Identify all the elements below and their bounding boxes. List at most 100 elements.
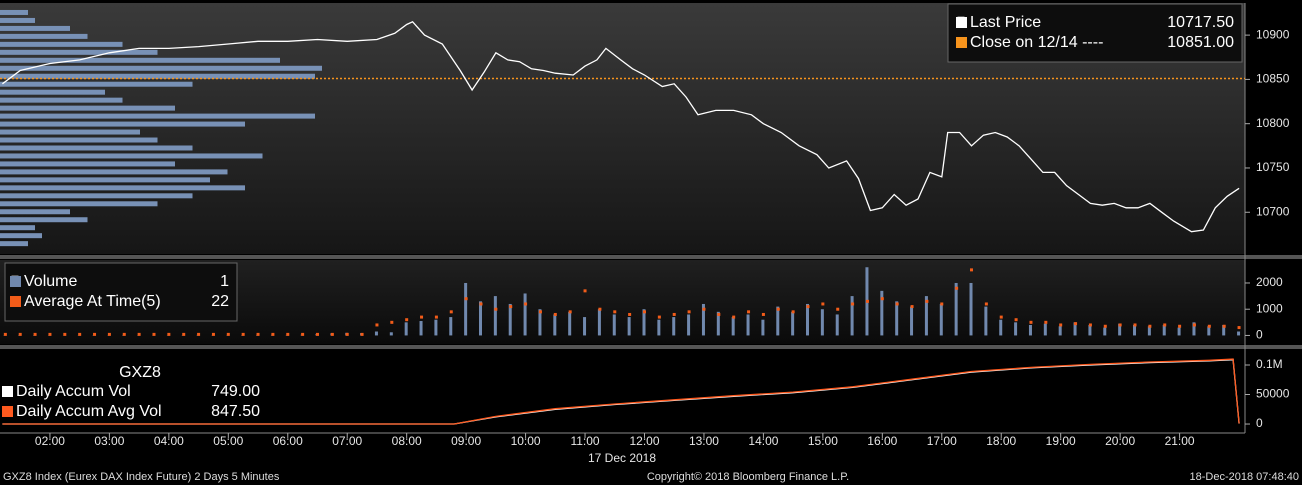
- volume-bar: [568, 311, 572, 336]
- average-dot: [613, 310, 617, 314]
- average-dot: [1044, 320, 1048, 324]
- x-tick-label: 09:00: [451, 434, 481, 448]
- average-dot: [1118, 323, 1122, 327]
- volume-bar: [835, 314, 839, 336]
- volume-bar: [1133, 324, 1137, 336]
- x-tick-label: 10:00: [511, 434, 541, 448]
- average-dot: [18, 332, 22, 336]
- legend-swatch: [2, 406, 13, 417]
- legend-label: Daily Accum Avg Vol: [16, 403, 162, 420]
- average-dot: [479, 302, 483, 306]
- x-tick-label: 13:00: [689, 434, 719, 448]
- average-dot: [375, 323, 379, 327]
- footer-right: 18-Dec-2018 07:48:40: [1190, 471, 1299, 483]
- volume-bar: [672, 317, 676, 336]
- volume-bar: [880, 290, 884, 336]
- average-dot: [642, 310, 646, 314]
- volume-bar: [1028, 324, 1032, 336]
- volume-bar: [464, 282, 468, 336]
- average-dot: [405, 318, 409, 322]
- legend-swatch: [10, 296, 21, 307]
- average-dot: [821, 302, 825, 306]
- average-dot: [78, 332, 82, 336]
- average-dot: [880, 297, 884, 301]
- average-dot: [1088, 323, 1092, 327]
- average-dot: [776, 307, 780, 311]
- average-dot: [271, 332, 275, 336]
- volume-bar: [493, 296, 497, 336]
- volume-legend-box: [4, 262, 238, 322]
- average-dot: [197, 332, 201, 336]
- average-dot: [211, 332, 215, 336]
- average-dot: [791, 310, 795, 314]
- average-dot: [1192, 323, 1196, 327]
- average-dot: [286, 332, 290, 336]
- x-tick-label: 08:00: [392, 434, 422, 448]
- x-tick-label: 18:00: [986, 434, 1016, 448]
- average-dot: [1148, 324, 1152, 328]
- volume-bar: [924, 296, 928, 336]
- profile-bar: [0, 201, 158, 207]
- profile-bar: [0, 177, 210, 183]
- average-dot: [315, 332, 319, 336]
- average-dot: [687, 310, 691, 314]
- volume-bar: [1073, 322, 1077, 336]
- legend-value: 10851.00: [1167, 34, 1234, 51]
- x-tick-label: 21:00: [1165, 434, 1195, 448]
- average-dot: [628, 312, 632, 316]
- average-dot: [524, 302, 528, 306]
- average-dot: [851, 302, 855, 306]
- profile-bar: [0, 41, 123, 47]
- volume-bar: [642, 309, 646, 336]
- volume-bar: [627, 317, 631, 336]
- profile-bar: [0, 145, 193, 151]
- volume-bar: [1014, 322, 1018, 336]
- date-label: 17 Dec 2018: [588, 451, 656, 465]
- volume-bar: [1043, 323, 1047, 336]
- profile-bar: [0, 33, 88, 39]
- y-tick-label: 50000: [1256, 387, 1290, 401]
- average-dot: [955, 286, 959, 290]
- volume-bar: [701, 303, 705, 336]
- profile-bar: [0, 241, 28, 247]
- average-dot: [865, 299, 869, 303]
- average-dot: [925, 299, 929, 303]
- volume-bar: [895, 301, 899, 336]
- average-dot: [345, 332, 349, 336]
- volume-bar: [404, 322, 408, 336]
- x-tick-label: 05:00: [213, 434, 243, 448]
- average-dot: [1029, 320, 1033, 324]
- volume-bar: [1147, 326, 1151, 336]
- profile-bar: [0, 89, 105, 95]
- y-tick-label: 10700: [1256, 204, 1290, 218]
- volume-bar: [1058, 326, 1062, 336]
- average-dot: [390, 320, 394, 324]
- legend-value: 10717.50: [1167, 14, 1234, 31]
- profile-bar: [0, 73, 315, 79]
- profile-bar: [0, 129, 140, 135]
- y-tick-label: 0: [1256, 328, 1263, 342]
- profile-bar: [0, 169, 228, 175]
- profile-bar: [0, 17, 35, 23]
- legend-value: 749.00: [211, 383, 260, 400]
- legend-label: Close on 12/14 ----: [970, 34, 1103, 51]
- average-dot: [672, 312, 676, 316]
- volume-bar: [553, 314, 557, 336]
- average-dot: [732, 315, 736, 319]
- average-dot: [940, 302, 944, 306]
- average-dot: [3, 332, 7, 336]
- legend-value: 22: [211, 293, 229, 310]
- average-dot: [553, 312, 557, 316]
- footer-center: Copyright© 2018 Bloomberg Finance L.P.: [647, 471, 849, 483]
- average-dot: [761, 312, 765, 316]
- average-dot: [226, 332, 230, 336]
- y-tick-label: 10750: [1256, 160, 1290, 174]
- average-dot: [449, 310, 453, 314]
- x-tick-label: 03:00: [94, 434, 124, 448]
- legend-swatch: [10, 276, 21, 287]
- volume-bar: [583, 317, 587, 336]
- pane-title: GXZ8: [119, 364, 161, 381]
- average-dot: [122, 332, 126, 336]
- x-tick-label: 11:00: [570, 434, 599, 448]
- volume-bar: [434, 319, 438, 336]
